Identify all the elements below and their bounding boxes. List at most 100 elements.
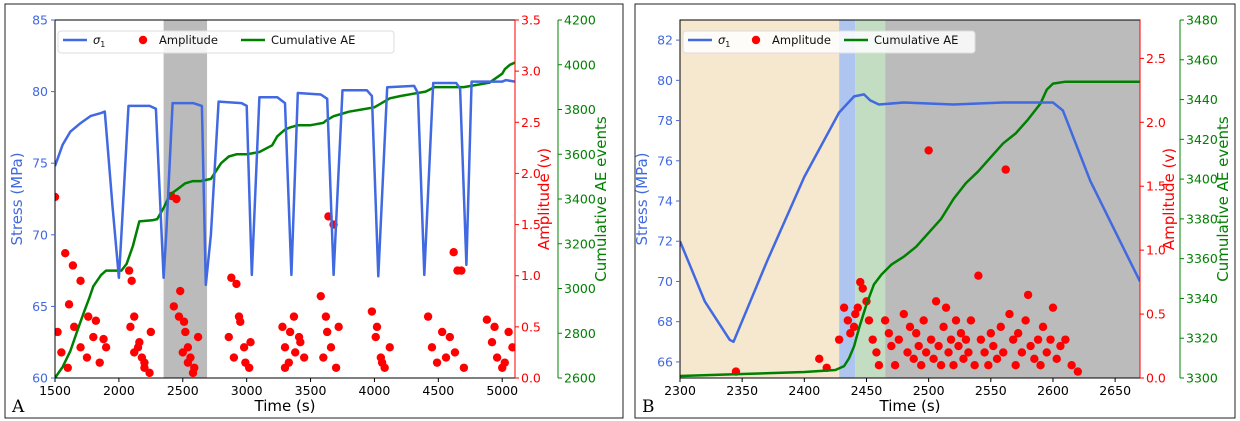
- amplitude-point: [939, 322, 948, 332]
- legend-stress-subscript: 1: [100, 40, 105, 49]
- y-left-tick-label: 68: [657, 314, 673, 329]
- amplitude-point: [951, 316, 961, 325]
- amplitude-point: [931, 297, 941, 306]
- cumulative-tick-label: 3400: [1186, 172, 1218, 187]
- amplitude-point: [1026, 341, 1035, 351]
- amplitude-point: [909, 354, 918, 364]
- amplitude-point: [903, 348, 912, 357]
- amplitude-point: [193, 332, 203, 342]
- amplitude-point: [176, 286, 185, 296]
- panel-frame: [634, 3, 1236, 419]
- cumulative-axis-label: Cumulative AE events: [1214, 116, 1232, 282]
- amplitude-point: [912, 329, 921, 338]
- amplitude-point: [63, 363, 72, 372]
- y-left-tick-label: 76: [657, 153, 673, 168]
- amplitude-point: [57, 348, 66, 357]
- amplitude-point: [459, 363, 469, 372]
- amplitude-point: [1056, 341, 1065, 351]
- amplitude-point: [946, 335, 956, 344]
- amplitude-point: [135, 338, 144, 347]
- amplitude-point: [181, 327, 190, 337]
- amplitude-point: [319, 353, 328, 362]
- amplitude-axis-label: Amplitude (v): [535, 148, 553, 250]
- cumulative-tick-label: 3380: [1186, 211, 1218, 226]
- x-tick-label: 3500: [295, 383, 327, 398]
- amplitude-point: [224, 332, 233, 342]
- plot-area: [55, 61, 515, 378]
- amplitude-point: [55, 327, 62, 337]
- amplitude-point: [482, 315, 492, 324]
- amplitude-point: [55, 192, 60, 202]
- amplitude-point: [490, 322, 499, 332]
- legend-amplitude-label: Amplitude: [772, 33, 831, 47]
- amplitude-point: [894, 335, 904, 344]
- stress-line: [680, 93, 1140, 344]
- cumulative-ae-line: [680, 80, 1140, 378]
- amplitude-point: [980, 348, 989, 357]
- amplitude-point: [427, 343, 437, 352]
- y-left-tick-label: 70: [32, 227, 48, 242]
- amplitude-point: [815, 354, 824, 364]
- amplitude-point: [285, 327, 295, 337]
- cumulative-tick-label: 3480: [1186, 13, 1218, 28]
- amplitude-tick-label: 3.0: [521, 64, 541, 79]
- amplitude-point: [996, 322, 1005, 332]
- amplitude-point: [954, 341, 963, 351]
- cumulative-tick-label: 3400: [564, 192, 596, 207]
- amplitude-point: [504, 327, 513, 337]
- amplitude-point: [174, 312, 184, 321]
- amplitude-point: [887, 341, 896, 351]
- amplitude-point: [322, 327, 332, 337]
- amplitude-point: [880, 316, 890, 325]
- amplitude-point: [839, 303, 849, 312]
- panel-A: 1500 2000 2500 3000 3500 4000 4500 5000 Time (s)…: [4, 3, 624, 419]
- y-left-axis-label: Stress (MPa): [8, 152, 26, 245]
- amplitude-point: [377, 358, 387, 367]
- amplitude-point: [334, 322, 343, 332]
- amplitude-point: [127, 276, 136, 286]
- amplitude-point: [851, 309, 860, 319]
- amplitude-point: [89, 332, 98, 342]
- amplitude-point: [934, 341, 943, 351]
- amplitude-point: [84, 312, 93, 321]
- cumulative-tick-label: 3000: [564, 281, 596, 296]
- amplitude-point: [961, 335, 971, 344]
- amplitude-tick-label: 1.5: [1146, 179, 1166, 194]
- amplitude-point: [178, 348, 187, 357]
- x-tick-label: 2350: [726, 383, 758, 398]
- amplitude-point: [986, 329, 996, 338]
- amplitude-point: [179, 317, 189, 326]
- x-tick-label: 2600: [1037, 383, 1069, 398]
- legend-amplitude-label: Amplitude: [159, 33, 218, 47]
- y-left-tick-label: 72: [657, 234, 673, 249]
- cumulative-tick-label: 2800: [564, 326, 596, 341]
- amplitude-point: [126, 322, 135, 332]
- y-left-tick-label: 65: [32, 299, 48, 314]
- amplitude-point: [984, 361, 993, 370]
- amplitude-point: [1021, 316, 1030, 325]
- y-left-tick-label: 70: [657, 274, 673, 289]
- amplitude-point: [278, 322, 287, 332]
- amplitude-point: [172, 194, 181, 204]
- amplitude-point: [450, 348, 460, 357]
- amplitude-point: [1005, 309, 1014, 319]
- amplitude-tick-label: 0.0: [1146, 371, 1166, 386]
- amplitude-point: [95, 358, 104, 367]
- amplitude-point: [291, 348, 300, 357]
- amplitude-point: [1023, 290, 1033, 300]
- amplitude-point: [101, 343, 111, 352]
- amplitude-point: [508, 343, 515, 352]
- amplitude-point: [449, 247, 458, 257]
- amplitude-tick-label: 1.0: [521, 268, 541, 283]
- cumulative-tick-label: 4200: [564, 13, 596, 28]
- amplitude-point: [929, 354, 938, 364]
- x-tick-label: 2300: [664, 383, 696, 398]
- amplitude-point: [921, 348, 931, 357]
- x-tick-label: 2450: [851, 383, 883, 398]
- amplitude-tick-label: 2.5: [521, 115, 541, 130]
- shaded-region-tan: [680, 20, 840, 378]
- amplitude-point: [899, 309, 908, 319]
- cumulative-tick-label: 3300: [1186, 371, 1218, 386]
- amplitude-point: [241, 358, 250, 367]
- amplitude-point: [437, 327, 447, 337]
